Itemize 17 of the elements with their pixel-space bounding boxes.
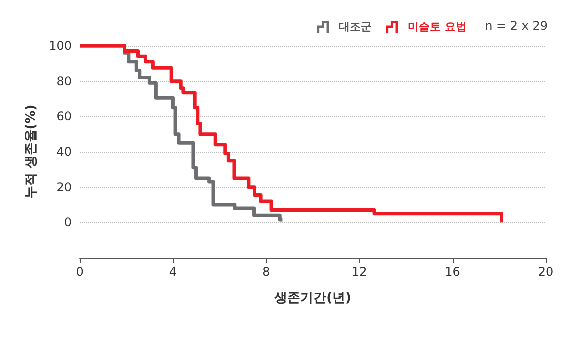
x-tick-label: 20 [538,265,554,279]
y-tick-label: 40 [56,145,72,159]
y-axis-title: 누적 생존율(%) [24,104,39,200]
x-tick-label: 16 [445,265,460,279]
x-axis-title: 생존기간(년) [274,291,352,306]
y-tick-label: 0 [64,216,72,230]
legend-label: 미슬토 요법 [408,20,468,34]
y-tick-label: 20 [56,180,72,194]
x-tick-label: 12 [352,265,368,279]
y-tick-label: 60 [56,110,72,124]
legend-label: 대조군 [339,20,372,34]
y-tick-label: 100 [49,39,72,53]
x-tick-label: 4 [169,265,178,279]
text: n = 2 x 29 [485,19,548,33]
x-tick-label: 0 [76,265,84,279]
x-tick-label: 8 [262,265,270,279]
y-tick-label: 80 [56,74,72,88]
